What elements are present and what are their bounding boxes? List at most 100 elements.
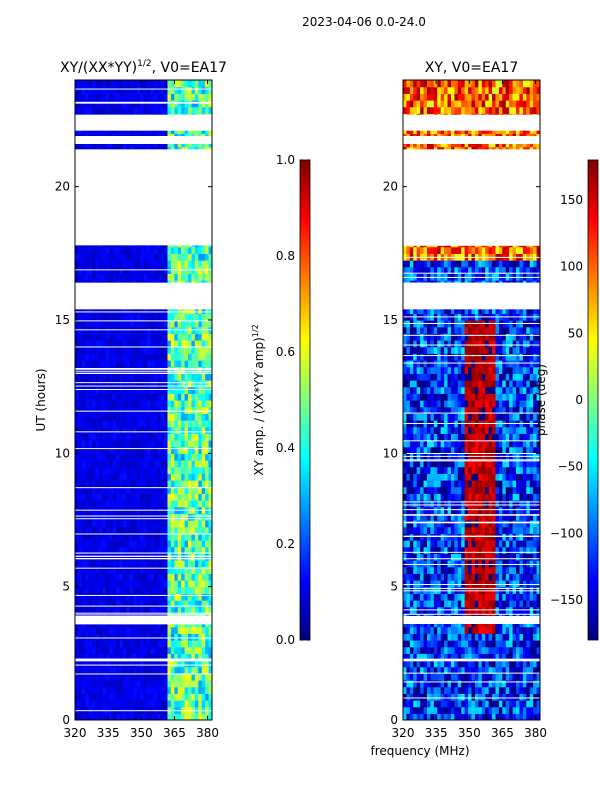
heatmap-cell [177,313,182,321]
heatmap-cell [167,393,172,401]
heatmap-cell [181,586,186,594]
heatmap-cell [437,626,442,634]
heatmap-cell [208,366,212,374]
heatmap-cell [519,653,524,661]
heatmap-cell [81,700,86,708]
heatmap-cell [146,313,151,321]
heatmap-cell [488,640,493,648]
heatmap-cell [88,606,93,614]
heatmap-cell [140,666,145,674]
heatmap-cell [167,466,172,474]
heatmap-cell [160,446,165,454]
heatmap-cell [492,546,497,554]
heatmap-cell [177,593,182,601]
heatmap-cell [454,566,459,574]
heatmap-cell [105,493,110,501]
heatmap-cell [174,520,179,528]
heatmap-cell [495,680,500,688]
heatmap-cell [426,700,431,708]
heatmap-cell [136,580,141,588]
heatmap-cell [444,546,449,554]
heatmap-cell [105,546,110,554]
heatmap-cell [191,480,196,488]
heatmap-cell [464,633,469,641]
heatmap-cell [505,640,510,648]
heatmap-cell [174,260,179,268]
heatmap-cell [112,586,117,594]
heatmap-cell [88,386,93,394]
heatmap-cell [181,553,186,561]
heatmap-cell [454,593,459,601]
heatmap-cell [136,433,141,441]
heatmap-cell [512,553,517,561]
heatmap-cell [406,633,411,641]
heatmap-cell [129,606,134,614]
heatmap-cell [184,526,189,534]
heatmap-cell [160,606,165,614]
heatmap-cell [437,713,442,720]
heatmap-cell [464,713,469,720]
heatmap-cell [468,560,473,568]
heatmap-cell [471,526,476,534]
heatmap-cell [201,106,206,114]
heatmap-cell [95,333,100,341]
heatmap-cell [184,660,189,668]
heatmap-cell [146,586,151,594]
heatmap-cell [102,553,107,561]
heatmap-cell [450,546,455,554]
heatmap-cell [85,406,90,414]
heatmap-cell [146,713,151,720]
heatmap-cell [509,640,514,648]
heatmap-cell [112,260,117,268]
heatmap-cell [492,526,497,534]
heatmap-cell [164,566,169,574]
heatmap-cell [140,106,145,114]
heatmap-cell [505,600,510,608]
heatmap-cell [509,560,514,568]
heatmap-cell [95,560,100,568]
heatmap-cell [85,440,90,448]
heatmap-cell [188,520,193,528]
heatmap-cell [433,580,438,588]
heatmap-cell [136,106,141,114]
heatmap-cell [146,473,151,481]
heatmap-cell [191,373,196,381]
heatmap-cell [133,546,138,554]
heatmap-cell [177,713,182,720]
heatmap-cell [536,673,540,681]
heatmap-cell [109,253,114,261]
heatmap-cell [112,480,117,488]
heatmap-cell [122,93,127,101]
heatmap-cell [519,700,524,708]
heatmap-cell [170,493,175,501]
heatmap-cell [177,586,182,594]
heatmap-cell [437,546,442,554]
heatmap-cell [122,246,127,254]
heatmap-cell [160,686,165,694]
heatmap-cell [191,80,196,88]
heatmap-cell [201,273,206,281]
heatmap-cell [450,686,455,694]
heatmap-cell [85,313,90,321]
heatmap-cell [198,106,203,114]
heatmap-cell [485,573,490,581]
heatmap-cell [112,380,117,388]
heatmap-cell [78,540,83,548]
heatmap-cell [188,400,193,408]
heatmap-cell [150,446,155,454]
heatmap-cell [98,666,103,674]
heatmap-cell [119,520,124,528]
heatmap-cell [157,526,162,534]
heatmap-cell [140,533,145,541]
heatmap-cell [78,473,83,481]
heatmap-cell [78,586,83,594]
heatmap-cell [126,526,131,534]
heatmap-cell [181,466,186,474]
heatmap-cell [495,653,500,661]
heatmap-cell [205,560,210,568]
heatmap-cell [146,693,151,701]
heatmap-cell [444,653,449,661]
heatmap-cell [181,306,186,314]
heatmap-cell [143,353,148,361]
heatmap-cell [416,666,421,674]
